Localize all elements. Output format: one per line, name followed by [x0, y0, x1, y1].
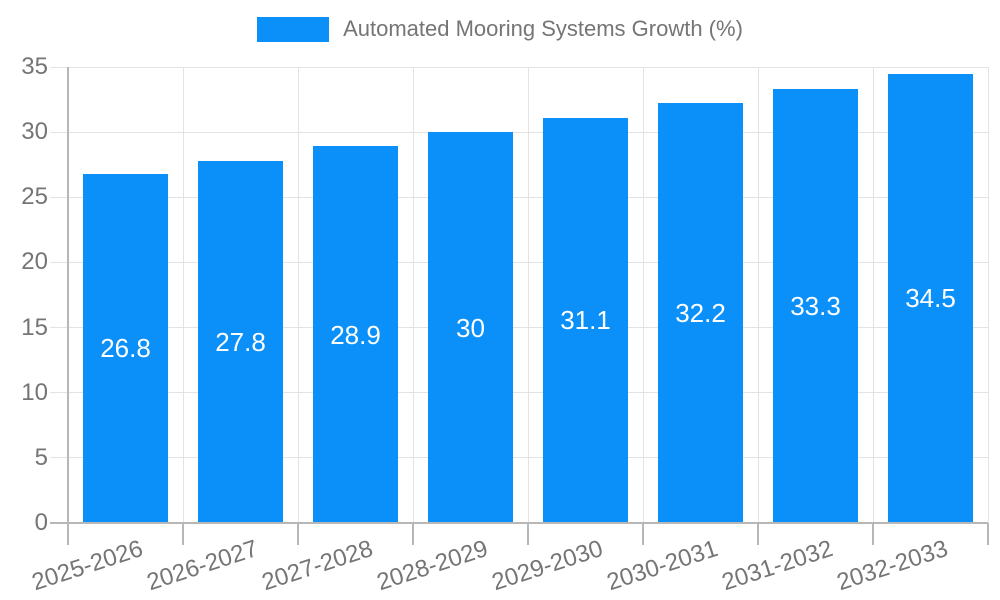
bar[interactable] — [888, 73, 973, 523]
x-gridline — [872, 67, 874, 523]
x-gridline — [642, 67, 644, 523]
bar-value-label: 31.1 — [560, 305, 611, 336]
bar-value-label: 34.5 — [905, 283, 956, 314]
y-axis-label: 35 — [21, 53, 48, 80]
x-axis-label: 2029-2030 — [488, 535, 606, 597]
bar-value-label: 33.3 — [790, 291, 841, 322]
x-axis-label: 2030-2031 — [603, 535, 721, 597]
x-axis-label: 2025-2026 — [28, 535, 146, 597]
x-gridline — [412, 67, 414, 523]
x-gridline — [297, 67, 299, 523]
bar-value-label: 27.8 — [215, 326, 266, 357]
y-axis-line — [67, 67, 69, 545]
legend-swatch — [257, 16, 330, 42]
bar[interactable] — [543, 117, 628, 523]
x-tick — [872, 523, 874, 545]
x-gridline — [987, 67, 989, 523]
x-tick — [757, 523, 759, 545]
y-tick — [50, 392, 68, 394]
x-gridline — [527, 67, 529, 523]
legend-label: Automated Mooring Systems Growth (%) — [343, 16, 743, 41]
y-tick — [50, 457, 68, 459]
chart-legend: Automated Mooring Systems Growth (%) — [0, 16, 1000, 42]
x-axis-label: 2032-2033 — [833, 535, 951, 597]
y-axis-label: 30 — [21, 118, 48, 146]
y-tick — [50, 261, 68, 263]
x-tick — [182, 523, 184, 545]
y-axis-label: 0 — [34, 509, 48, 536]
x-tick — [987, 523, 989, 545]
x-tick — [412, 523, 414, 545]
x-axis-label: 2027-2028 — [258, 535, 376, 597]
x-tick — [527, 523, 529, 545]
y-tick — [50, 196, 68, 198]
bar[interactable] — [658, 103, 743, 523]
bar[interactable] — [313, 146, 398, 523]
bar-value-label: 28.9 — [330, 319, 381, 350]
x-gridline — [182, 67, 184, 523]
y-axis-label: 25 — [21, 183, 48, 211]
bar-value-label: 32.2 — [675, 298, 726, 329]
bar-value-label: 26.8 — [100, 333, 151, 364]
x-axis-label: 2028-2029 — [373, 535, 491, 597]
y-axis-label: 15 — [21, 313, 48, 341]
bar[interactable] — [198, 160, 283, 523]
y-axis-label: 20 — [21, 248, 48, 276]
y-tick — [50, 131, 68, 133]
x-axis-label: 2031-2032 — [718, 535, 836, 597]
x-tick — [297, 523, 299, 545]
bar[interactable] — [428, 132, 513, 523]
x-axis-baseline — [50, 522, 988, 524]
x-gridline — [757, 67, 759, 523]
y-axis-label: 5 — [34, 443, 48, 471]
bar[interactable] — [773, 89, 858, 523]
y-tick — [50, 66, 68, 68]
bar-value-label: 30 — [456, 312, 485, 343]
x-tick — [642, 523, 644, 545]
bar[interactable] — [83, 173, 168, 523]
x-axis-label: 2026-2027 — [143, 535, 261, 597]
y-axis-label: 10 — [21, 378, 48, 406]
y-tick — [50, 327, 68, 329]
